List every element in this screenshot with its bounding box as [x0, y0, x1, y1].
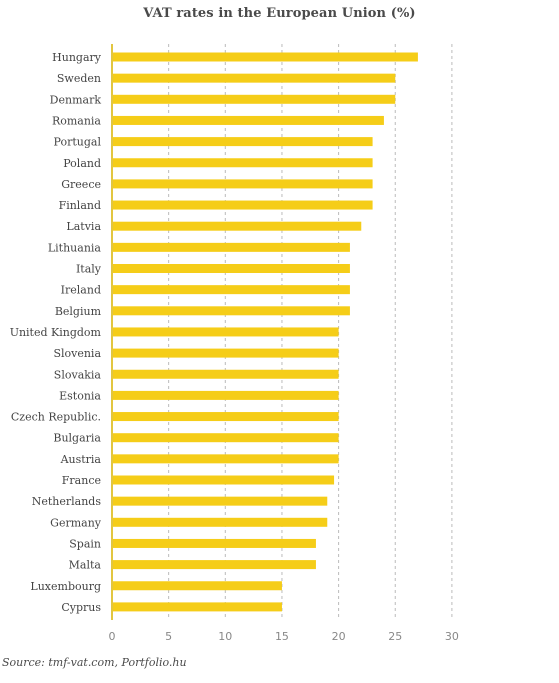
bar-bulgaria	[113, 433, 339, 443]
x-tick-label-20: 20	[332, 630, 346, 643]
bar-slovenia	[113, 348, 339, 358]
bar-finland	[113, 200, 373, 210]
category-label-sweden: Sweden	[57, 72, 101, 85]
category-label-portugal: Portugal	[54, 136, 102, 149]
category-label-poland: Poland	[63, 157, 101, 170]
x-tick-label-5: 5	[165, 630, 172, 643]
x-tick-label-15: 15	[275, 630, 289, 643]
bar-italy	[113, 264, 350, 273]
bar-germany	[113, 517, 328, 527]
bar-cyprus	[113, 602, 282, 612]
category-label-slovenia: Slovenia	[53, 347, 101, 360]
bar-estonia	[113, 390, 339, 400]
x-tick-label-0: 0	[109, 630, 116, 643]
category-label-bulgaria: Bulgaria	[53, 432, 101, 445]
bar-portugal	[113, 137, 373, 147]
bar-poland	[113, 158, 373, 168]
bar-austria	[113, 454, 339, 464]
bar-denmark	[113, 94, 396, 104]
bar-hungary	[113, 52, 418, 62]
chart-title: VAT rates in the European Union (%)	[143, 6, 416, 21]
category-label-romania: Romania	[52, 114, 101, 127]
bar-czech-republic	[113, 412, 339, 422]
category-label-hungary: Hungary	[52, 51, 102, 64]
category-label-lithuania: Lithuania	[48, 241, 102, 254]
bar-ireland	[113, 285, 350, 295]
category-label-united-kingdom: United Kingdom	[10, 326, 102, 339]
bar-france	[113, 475, 335, 485]
category-label-luxembourg: Luxembourg	[30, 580, 101, 593]
bars	[113, 52, 418, 612]
x-tick-label-25: 25	[388, 630, 402, 643]
category-label-greece: Greece	[61, 178, 101, 191]
category-label-finland: Finland	[59, 199, 101, 212]
bar-belgium	[113, 306, 350, 316]
bar-chart: Hungary Sweden Denmark Romania Portugal Polan…	[10, 44, 459, 643]
category-label-netherlands: Netherlands	[32, 495, 102, 508]
category-labels: Hungary Sweden Denmark Romania Portugal Polan…	[10, 51, 102, 614]
category-label-estonia: Estonia	[59, 389, 101, 402]
category-label-malta: Malta	[69, 559, 102, 572]
category-label-latvia: Latvia	[66, 220, 101, 233]
bar-sweden	[113, 73, 396, 83]
category-label-france: France	[62, 474, 101, 487]
bar-spain	[113, 538, 316, 548]
source-note: Source: tmf-vat.com, Portfolio.hu	[2, 656, 187, 669]
bar-slovakia	[113, 369, 339, 379]
bar-united-kingdom	[113, 327, 339, 337]
bar-netherlands	[113, 496, 328, 506]
bar-latvia	[113, 221, 362, 231]
category-label-belgium: Belgium	[55, 305, 102, 318]
category-label-italy: Italy	[76, 263, 102, 276]
category-label-spain: Spain	[69, 537, 101, 550]
bar-lithuania	[113, 242, 350, 252]
bar-greece	[113, 179, 373, 189]
x-tick-labels: 0 5 10 15 20 25 30	[109, 630, 459, 643]
category-label-slovakia: Slovakia	[54, 368, 102, 381]
category-label-germany: Germany	[50, 516, 102, 529]
category-label-ireland: Ireland	[61, 284, 101, 297]
category-label-czech-republic: Czech Republic.	[11, 411, 101, 424]
bar-luxembourg	[113, 581, 282, 591]
x-tick-label-30: 30	[445, 630, 459, 643]
category-label-denmark: Denmark	[50, 93, 102, 106]
x-tick-label-10: 10	[218, 630, 232, 643]
category-label-cyprus: Cyprus	[61, 601, 101, 614]
category-label-austria: Austria	[60, 453, 102, 466]
bar-romania	[113, 115, 384, 125]
bar-malta	[113, 560, 316, 570]
